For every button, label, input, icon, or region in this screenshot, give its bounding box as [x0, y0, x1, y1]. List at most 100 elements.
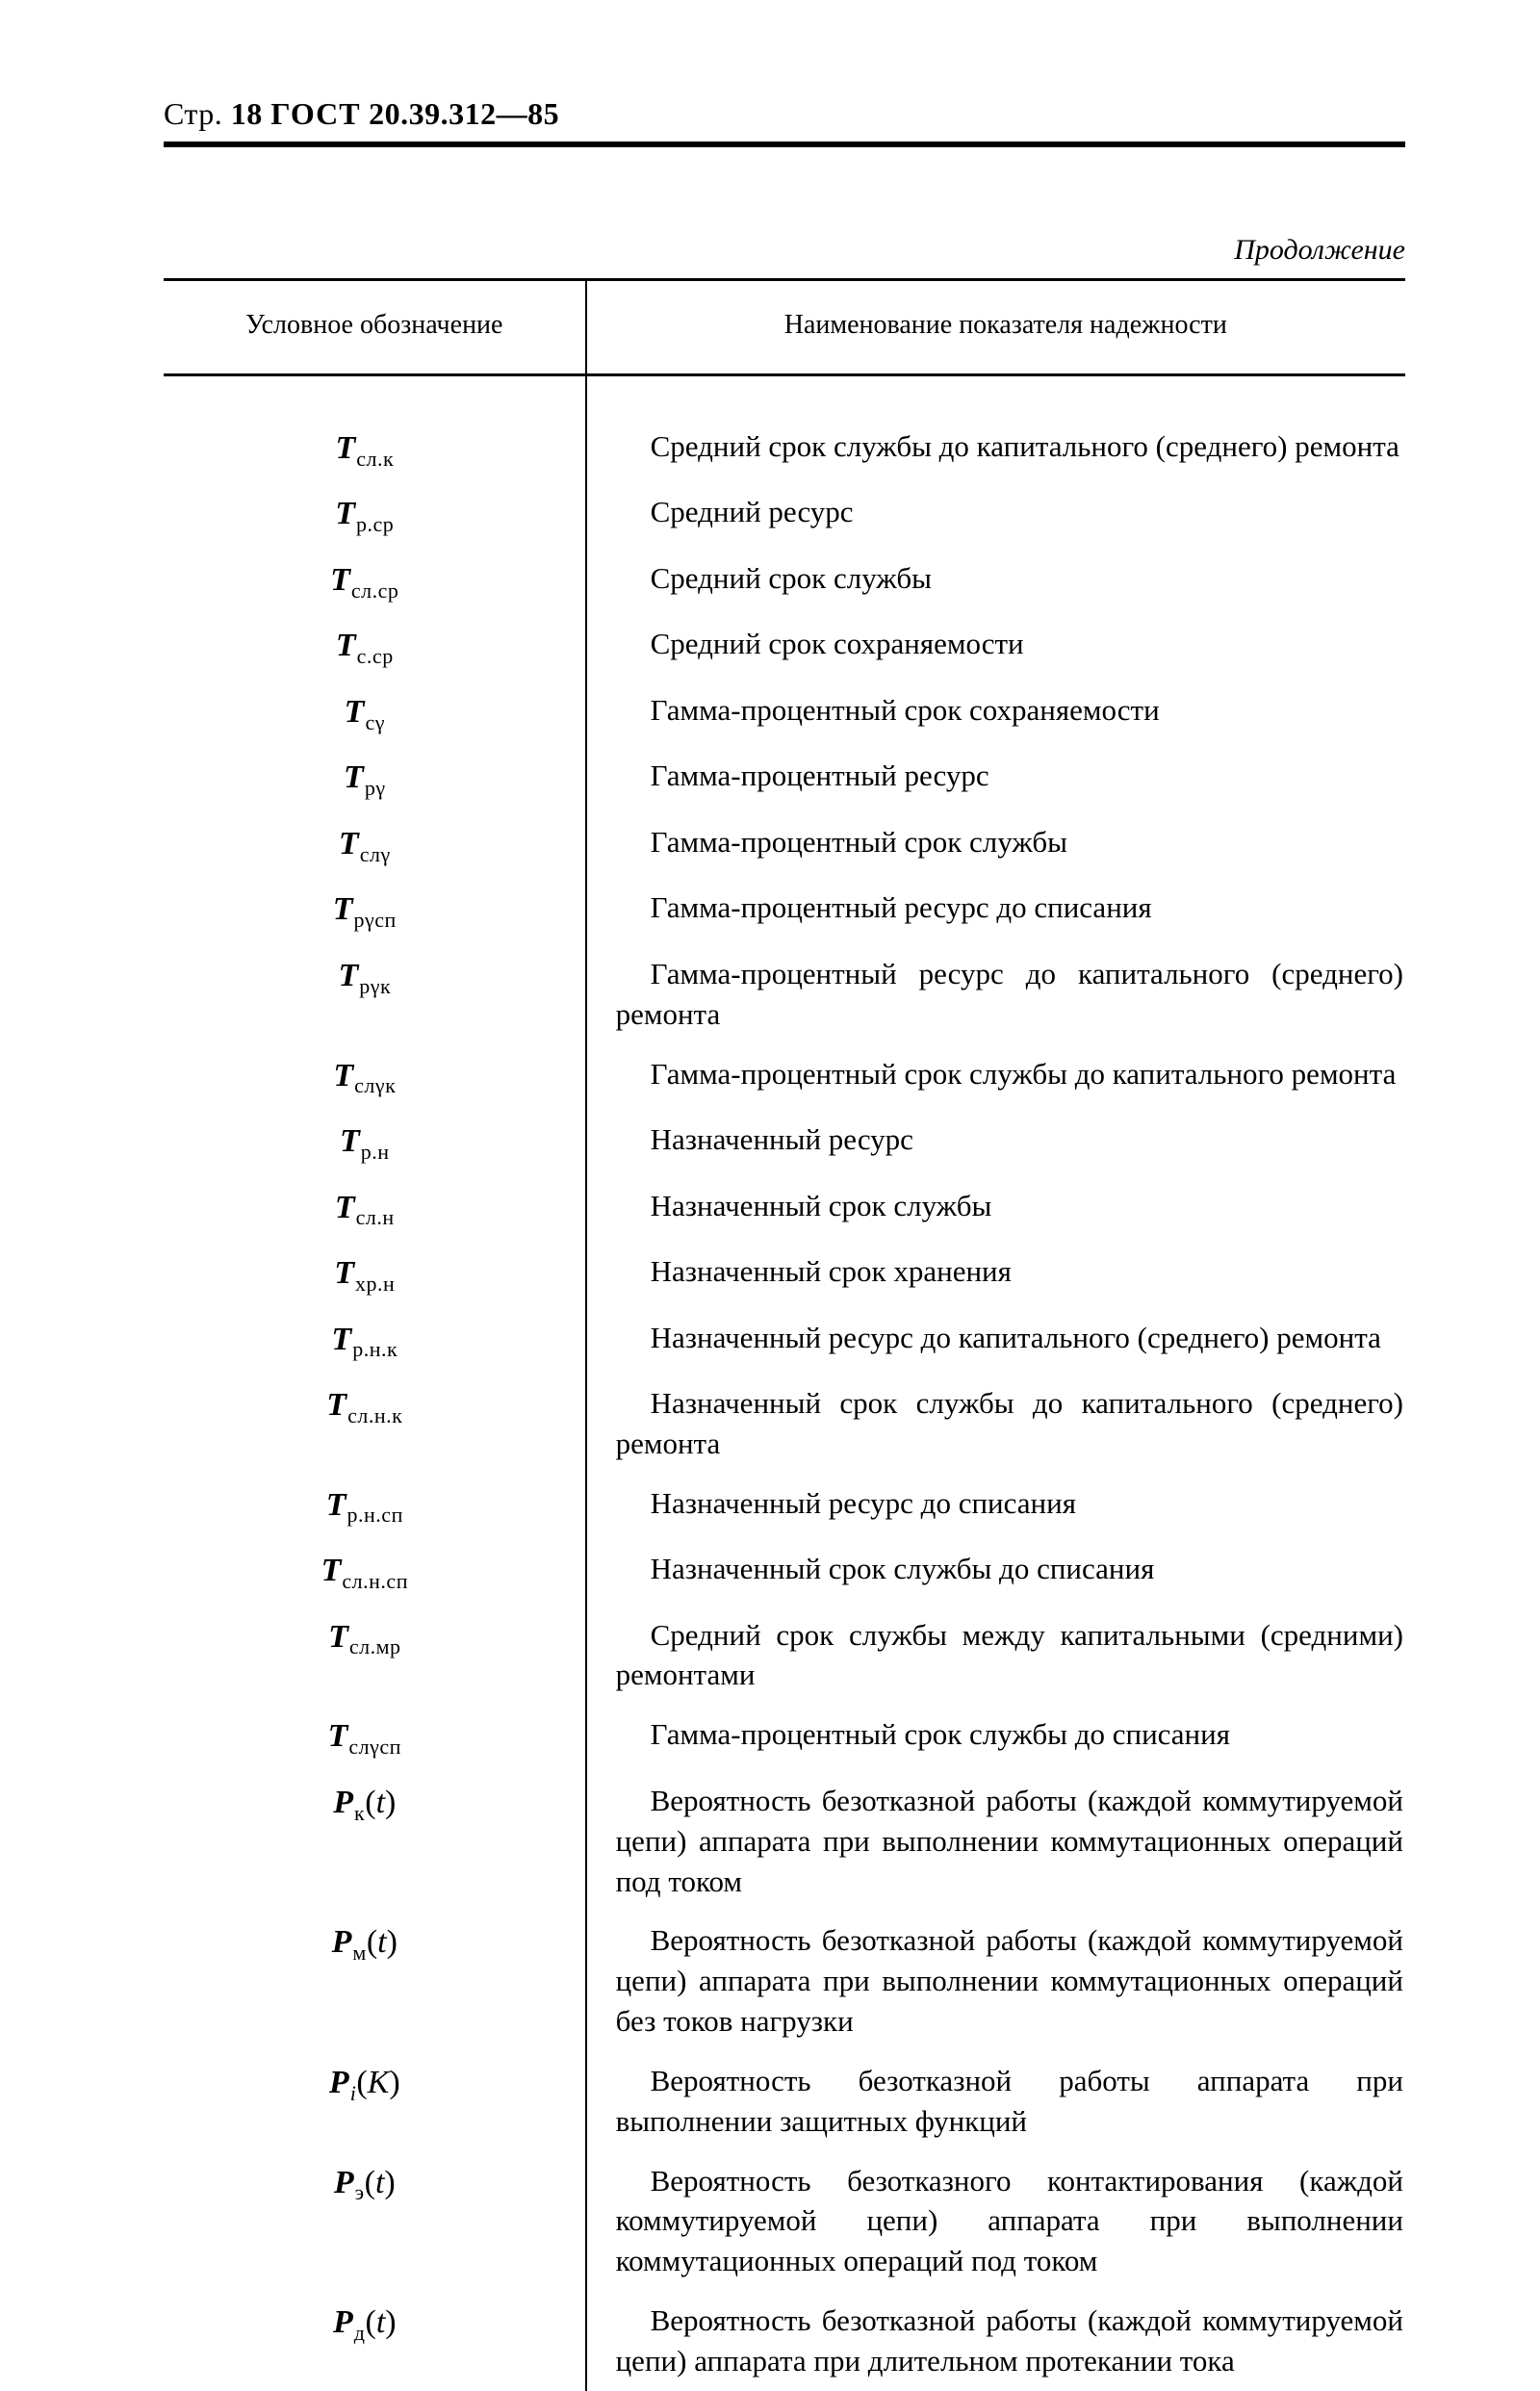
- symbol-subscript: сл.н: [355, 1205, 395, 1229]
- table-row: TрγкГамма-процентный ресурс до капитальн…: [164, 944, 1405, 1044]
- table-row: Tсл.срСредний срок службы: [164, 549, 1405, 614]
- symbol-cell: Tр.н.к: [164, 1308, 586, 1374]
- description-cell: Вероятность безотказной работы (каждой к…: [586, 1911, 1405, 2051]
- symbol-cell: Tсл.н: [164, 1176, 586, 1242]
- gost-word: ГОСТ: [270, 96, 360, 131]
- table-row: Tсл.кСредний срок службы до капитального…: [164, 375, 1405, 483]
- symbol-base: T: [335, 496, 355, 531]
- symbol-base: T: [326, 1487, 346, 1523]
- description-cell: Назначенный срок службы до капитального …: [586, 1374, 1405, 1474]
- symbol-base: T: [333, 891, 353, 927]
- continuation-label: Продолжение: [164, 234, 1405, 267]
- symbol-base: T: [334, 1255, 354, 1291]
- description-cell: Назначенный ресурс: [586, 1110, 1405, 1175]
- symbol-base: P: [333, 2304, 353, 2340]
- symbol-cell: Tхр.н: [164, 1242, 586, 1307]
- table-row: Tс.срСредний срок сохраняемости: [164, 614, 1405, 680]
- page-header-str: Стр.: [164, 96, 222, 131]
- description-cell: Гамма-процентный срок сохраняемости: [586, 681, 1405, 746]
- table-row: Tр.ср Средний ресурс: [164, 482, 1405, 548]
- symbol-subscript: слγ: [359, 842, 391, 866]
- table-row: TрγспГамма-процентный ресурс до списания: [164, 878, 1405, 943]
- description-cell: Назначенный срок хранения: [586, 1242, 1405, 1307]
- symbol-base: T: [338, 958, 358, 993]
- symbol-base: T: [335, 430, 355, 466]
- symbol-base: T: [321, 1553, 342, 1588]
- table-row: Tхр.нНазначенный срок хранения: [164, 1242, 1405, 1307]
- symbol-subscript: сл.ср: [350, 578, 399, 603]
- gost-number: 20.39.312—85: [369, 96, 559, 131]
- symbol-arg: K: [368, 2065, 390, 2100]
- gost-page: Стр. 18 ГОСТ 20.39.312—85 Продолжение Ус…: [0, 0, 1540, 2288]
- symbol-arg-open: (: [356, 2065, 367, 2100]
- symbol-cell: Tр.н: [164, 1110, 586, 1175]
- symbol-subscript: рγсп: [353, 908, 397, 932]
- symbol-base: P: [334, 2165, 354, 2200]
- symbol-cell: Pд(t): [164, 2291, 586, 2391]
- symbol-subscript: сл.н.сп: [341, 1569, 408, 1593]
- symbol-subscript: д: [353, 2321, 366, 2345]
- description-cell: Гамма-процентный ресурс до списания: [586, 878, 1405, 943]
- symbol-subscript: слγк: [353, 1073, 396, 1097]
- symbol-cell: Tрγсп: [164, 878, 586, 943]
- symbol-subscript: сл.мр: [348, 1634, 401, 1658]
- symbol-cell: Tсл.ср: [164, 549, 586, 614]
- symbol-subscript: рγ: [364, 776, 386, 800]
- description-cell: Средний срок службы: [586, 549, 1405, 614]
- symbol-subscript: сγ: [364, 710, 385, 734]
- symbol-subscript: с.ср: [356, 644, 394, 668]
- symbol-base: T: [328, 1718, 348, 1754]
- description-cell: Гамма-процентный ресурс: [586, 746, 1405, 811]
- symbol-arg-close: ): [387, 1924, 398, 1960]
- table-row: TслγкГамма-процентный срок службы до кап…: [164, 1044, 1405, 1110]
- symbol-base: T: [330, 562, 350, 598]
- description-cell: Средний срок сохраняемости: [586, 614, 1405, 680]
- symbol-base: T: [344, 759, 364, 795]
- table-row: Tсл.нНазначенный срок службы: [164, 1176, 1405, 1242]
- col-header-desc: Наименование показателя надежности: [586, 280, 1405, 375]
- symbol-subscript: р.ср: [355, 512, 394, 536]
- symbol-arg-close: ): [384, 2165, 395, 2200]
- symbol-cell: Pэ(t): [164, 2151, 586, 2292]
- symbol-cell: Tслγ: [164, 812, 586, 878]
- table-row: Pэ(t)Вероятность безотказного контактиро…: [164, 2151, 1405, 2292]
- description-cell: Гамма-процентный срок службы до списания: [586, 1705, 1405, 1770]
- symbol-base: T: [336, 628, 356, 663]
- description-cell: Вероятность безотказного контактирования…: [586, 2151, 1405, 2292]
- symbol-base: T: [328, 1619, 348, 1655]
- symbol-base: T: [335, 1190, 355, 1225]
- symbol-base: T: [326, 1387, 346, 1423]
- symbol-cell: Tр.н.сп: [164, 1474, 586, 1539]
- table-row: TсγГамма-процентный срок сохраняемости: [164, 681, 1405, 746]
- symbols-table: Условное обозначение Наименование показа…: [164, 278, 1405, 2391]
- symbol-base: T: [331, 1322, 351, 1357]
- table-row: Tр.н.кНазначенный ресурс до капитального…: [164, 1308, 1405, 1374]
- col-header-symbol: Условное обозначение: [164, 280, 586, 375]
- table-row: Tсл.н.сп Назначенный срок службы до списа…: [164, 1539, 1405, 1605]
- symbol-subscript: слγсп: [347, 1735, 401, 1759]
- description-cell: Назначенный ресурс до капитального (сред…: [586, 1308, 1405, 1374]
- symbol-arg: t: [376, 2304, 385, 2340]
- symbol-cell: Tс.ср: [164, 614, 586, 680]
- symbol-arg: t: [375, 2165, 384, 2200]
- symbol-subscript: р.н: [360, 1140, 390, 1164]
- symbol-base: P: [329, 2065, 349, 2100]
- symbol-base: P: [332, 1924, 352, 1960]
- description-cell: Назначенный срок службы до списания: [586, 1539, 1405, 1605]
- symbol-arg-open: (: [365, 2304, 375, 2340]
- table-row: Tсл.мрСредний срок службы между капиталь…: [164, 1606, 1405, 1706]
- symbol-subscript: э: [354, 2180, 365, 2204]
- symbol-cell: Tрγ: [164, 746, 586, 811]
- description-cell: Гамма-процентный ресурс до капитального …: [586, 944, 1405, 1044]
- symbol-arg-close: ): [389, 2065, 399, 2100]
- symbol-cell: Tсл.н.к: [164, 1374, 586, 1474]
- symbol-cell: Tсл.к: [164, 375, 586, 483]
- symbol-subscript: р.н.сп: [346, 1503, 403, 1527]
- symbol-arg-open: (: [367, 1924, 377, 1960]
- symbol-arg-close: ): [385, 2304, 396, 2340]
- description-cell: Вероятность безотказной работы (каждой к…: [586, 2291, 1405, 2391]
- header-rule: [164, 141, 1405, 147]
- symbol-subscript: к: [353, 1801, 365, 1825]
- symbol-base: T: [340, 1123, 360, 1159]
- description-cell: Средний ресурс: [586, 482, 1405, 548]
